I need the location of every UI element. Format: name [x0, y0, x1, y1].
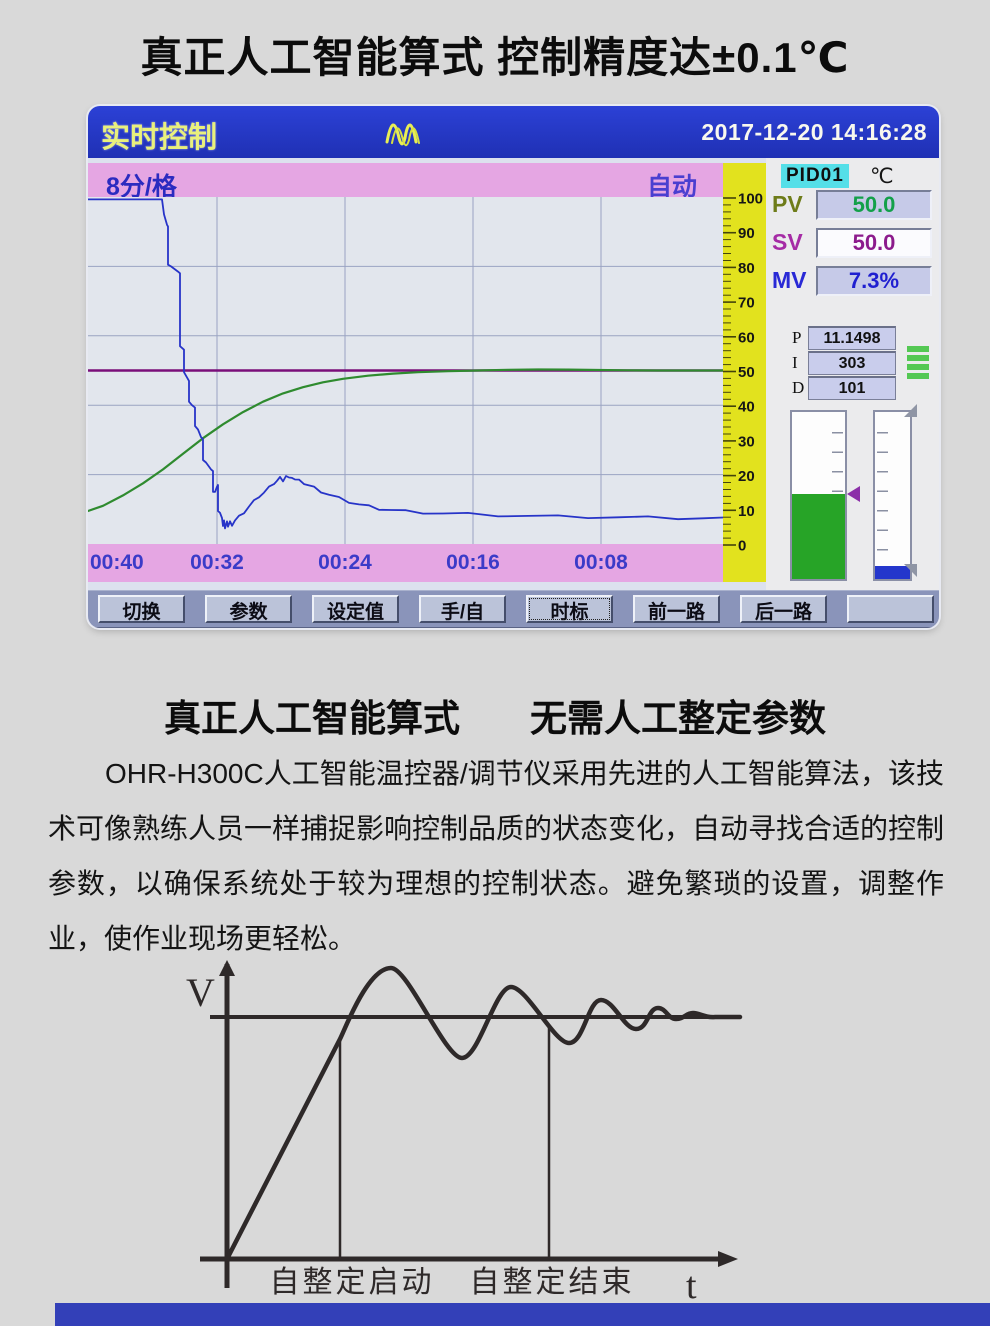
mode-label: 自动	[646, 173, 697, 201]
svg-text:50: 50	[738, 364, 755, 381]
section-title-left: 真正人工智能算式	[164, 698, 460, 739]
softkey-5[interactable]: 时标	[526, 595, 613, 623]
svg-text:10: 10	[738, 503, 755, 520]
mv-label: MV	[772, 267, 807, 293]
screen-title: 实时控制	[101, 122, 218, 154]
pv-row: PV 50.0	[766, 190, 939, 220]
description-paragraph: OHR-H300C人工智能温控器/调节仪采用先进的人工智能算法，该技术可像熟练人…	[48, 758, 945, 954]
svg-text:30: 30	[738, 433, 755, 450]
series-pv	[88, 368, 723, 513]
ruler-ticks: 0 10 20 30 40 50 60 70 80 90 100	[723, 191, 763, 555]
svg-text:V: V	[186, 970, 215, 1015]
sv-label: SV	[772, 229, 803, 255]
gauge-marker-icon	[847, 486, 860, 502]
autotune-diagram: Vt 自整定启动 自整定结束	[186, 960, 743, 1307]
mv-value: 7.3%	[816, 266, 932, 296]
unit-label: ℃	[870, 165, 894, 188]
trend-info-bar: 8分/格 自动	[88, 163, 723, 201]
page-title: 真正人工智能算式 控制精度达±0.1℃	[140, 34, 850, 81]
mv-gauge-fill	[875, 566, 910, 579]
softkey-1[interactable]: 切换	[98, 595, 185, 623]
datetime: 2017-12-20 14:16:28	[701, 119, 927, 145]
time-tick-label: 00:16	[446, 551, 500, 574]
gauge-handle-bottom-icon	[904, 564, 917, 577]
svg-text:90: 90	[738, 225, 755, 242]
svg-text:60: 60	[738, 329, 755, 346]
svg-text:自整定启动: 自整定启动	[270, 1266, 435, 1299]
pv-gauge-fill	[792, 493, 845, 579]
svg-text:自整定结束: 自整定结束	[470, 1266, 635, 1299]
softkey-blank[interactable]	[847, 595, 934, 623]
softkey-3[interactable]: 设定值	[312, 595, 399, 623]
sv-value: 50.0	[816, 228, 932, 258]
svg-text:t: t	[686, 1265, 697, 1307]
time-tick-label: 00:40	[90, 551, 144, 574]
section-divider	[55, 1303, 990, 1326]
pid-d-row: D 101	[766, 376, 939, 400]
level-bars-icon	[907, 346, 929, 379]
svg-text:40: 40	[738, 399, 755, 416]
trend-chart	[88, 197, 723, 544]
scale-ruler: 0 10 20 30 40 50 60 70 80 90 100	[723, 163, 766, 582]
svg-text:80: 80	[738, 260, 755, 277]
svg-text:70: 70	[738, 295, 755, 312]
svg-text:100: 100	[738, 191, 763, 208]
time-tick-label: 00:08	[574, 551, 628, 574]
pv-value: 50.0	[816, 190, 932, 220]
gauge-handle-top-icon	[904, 404, 917, 417]
svg-text:20: 20	[738, 468, 755, 485]
pv-bar-gauge	[790, 410, 847, 581]
device-body: 8分/格 自动 00:40 00:32 00:24 00:16 00:08 0 10 20 3…	[88, 158, 939, 628]
time-axis-bar: 00:40 00:32 00:24 00:16 00:08	[88, 544, 723, 582]
value-panel: PID01 ℃ PV 50.0 SV 50.0 MV 7.3% P 11.1498 I 303 D…	[766, 158, 939, 590]
pid-i-row: I 303	[766, 351, 939, 375]
interval-label: 8分/格	[106, 173, 177, 201]
time-tick-label: 00:32	[190, 551, 244, 574]
gauge-ticks	[877, 414, 888, 577]
softkey-4[interactable]: 手/自	[419, 595, 506, 623]
section-title-right: 无需人工整定参数	[530, 698, 826, 739]
softkey-bar: 切换 参数 设定值 手/自 时标 前一路 后一路	[88, 590, 939, 628]
pv-label: PV	[772, 191, 803, 217]
svg-text:0: 0	[738, 538, 746, 555]
section-title: 真正人工智能算式 无需人工整定参数	[0, 688, 990, 742]
mv-row: MV 7.3%	[766, 266, 939, 296]
wave-logo-icon	[385, 123, 420, 147]
softkey-7[interactable]: 后一路	[740, 595, 827, 623]
mv-bar-gauge	[873, 410, 912, 581]
sv-row: SV 50.0	[766, 228, 939, 258]
time-tick-label: 00:24	[318, 551, 372, 574]
softkey-2[interactable]: 参数	[205, 595, 292, 623]
channel-badge: PID01	[781, 164, 849, 188]
controller-screen: 实时控制 2017-12-20 14:16:28 8分/格 自动 00:40 00…	[88, 106, 939, 628]
softkey-6[interactable]: 前一路	[633, 595, 720, 623]
pid-p-row: P 11.1498	[766, 326, 939, 350]
series-mv	[88, 198, 723, 530]
device-header: 实时控制 2017-12-20 14:16:28	[88, 106, 939, 158]
